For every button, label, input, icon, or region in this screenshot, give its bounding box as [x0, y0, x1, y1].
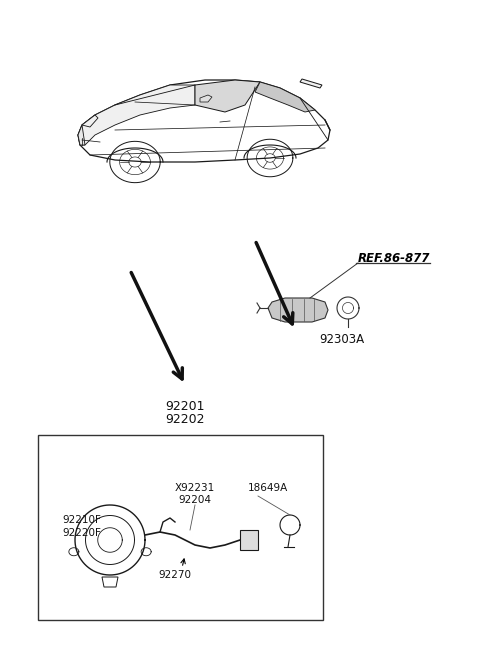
- Text: REF.86-877: REF.86-877: [358, 252, 431, 265]
- Polygon shape: [300, 79, 322, 88]
- Text: 92220F: 92220F: [62, 528, 101, 538]
- Polygon shape: [200, 95, 212, 102]
- Polygon shape: [78, 80, 330, 162]
- Polygon shape: [255, 82, 315, 112]
- Polygon shape: [268, 298, 328, 322]
- Polygon shape: [78, 85, 195, 145]
- Polygon shape: [240, 530, 258, 550]
- Bar: [38, 435, 323, 620]
- Text: 92210F: 92210F: [62, 515, 101, 525]
- Polygon shape: [195, 80, 260, 112]
- Polygon shape: [78, 125, 85, 145]
- Polygon shape: [102, 577, 118, 587]
- Text: X92231: X92231: [175, 483, 215, 493]
- Text: 92270: 92270: [158, 570, 192, 580]
- Text: 92201: 92201: [165, 400, 205, 413]
- Text: 18649A: 18649A: [248, 483, 288, 493]
- Polygon shape: [82, 115, 98, 127]
- Text: 92204: 92204: [179, 495, 212, 505]
- Text: 92202: 92202: [165, 413, 205, 426]
- Text: 92303A: 92303A: [319, 333, 365, 346]
